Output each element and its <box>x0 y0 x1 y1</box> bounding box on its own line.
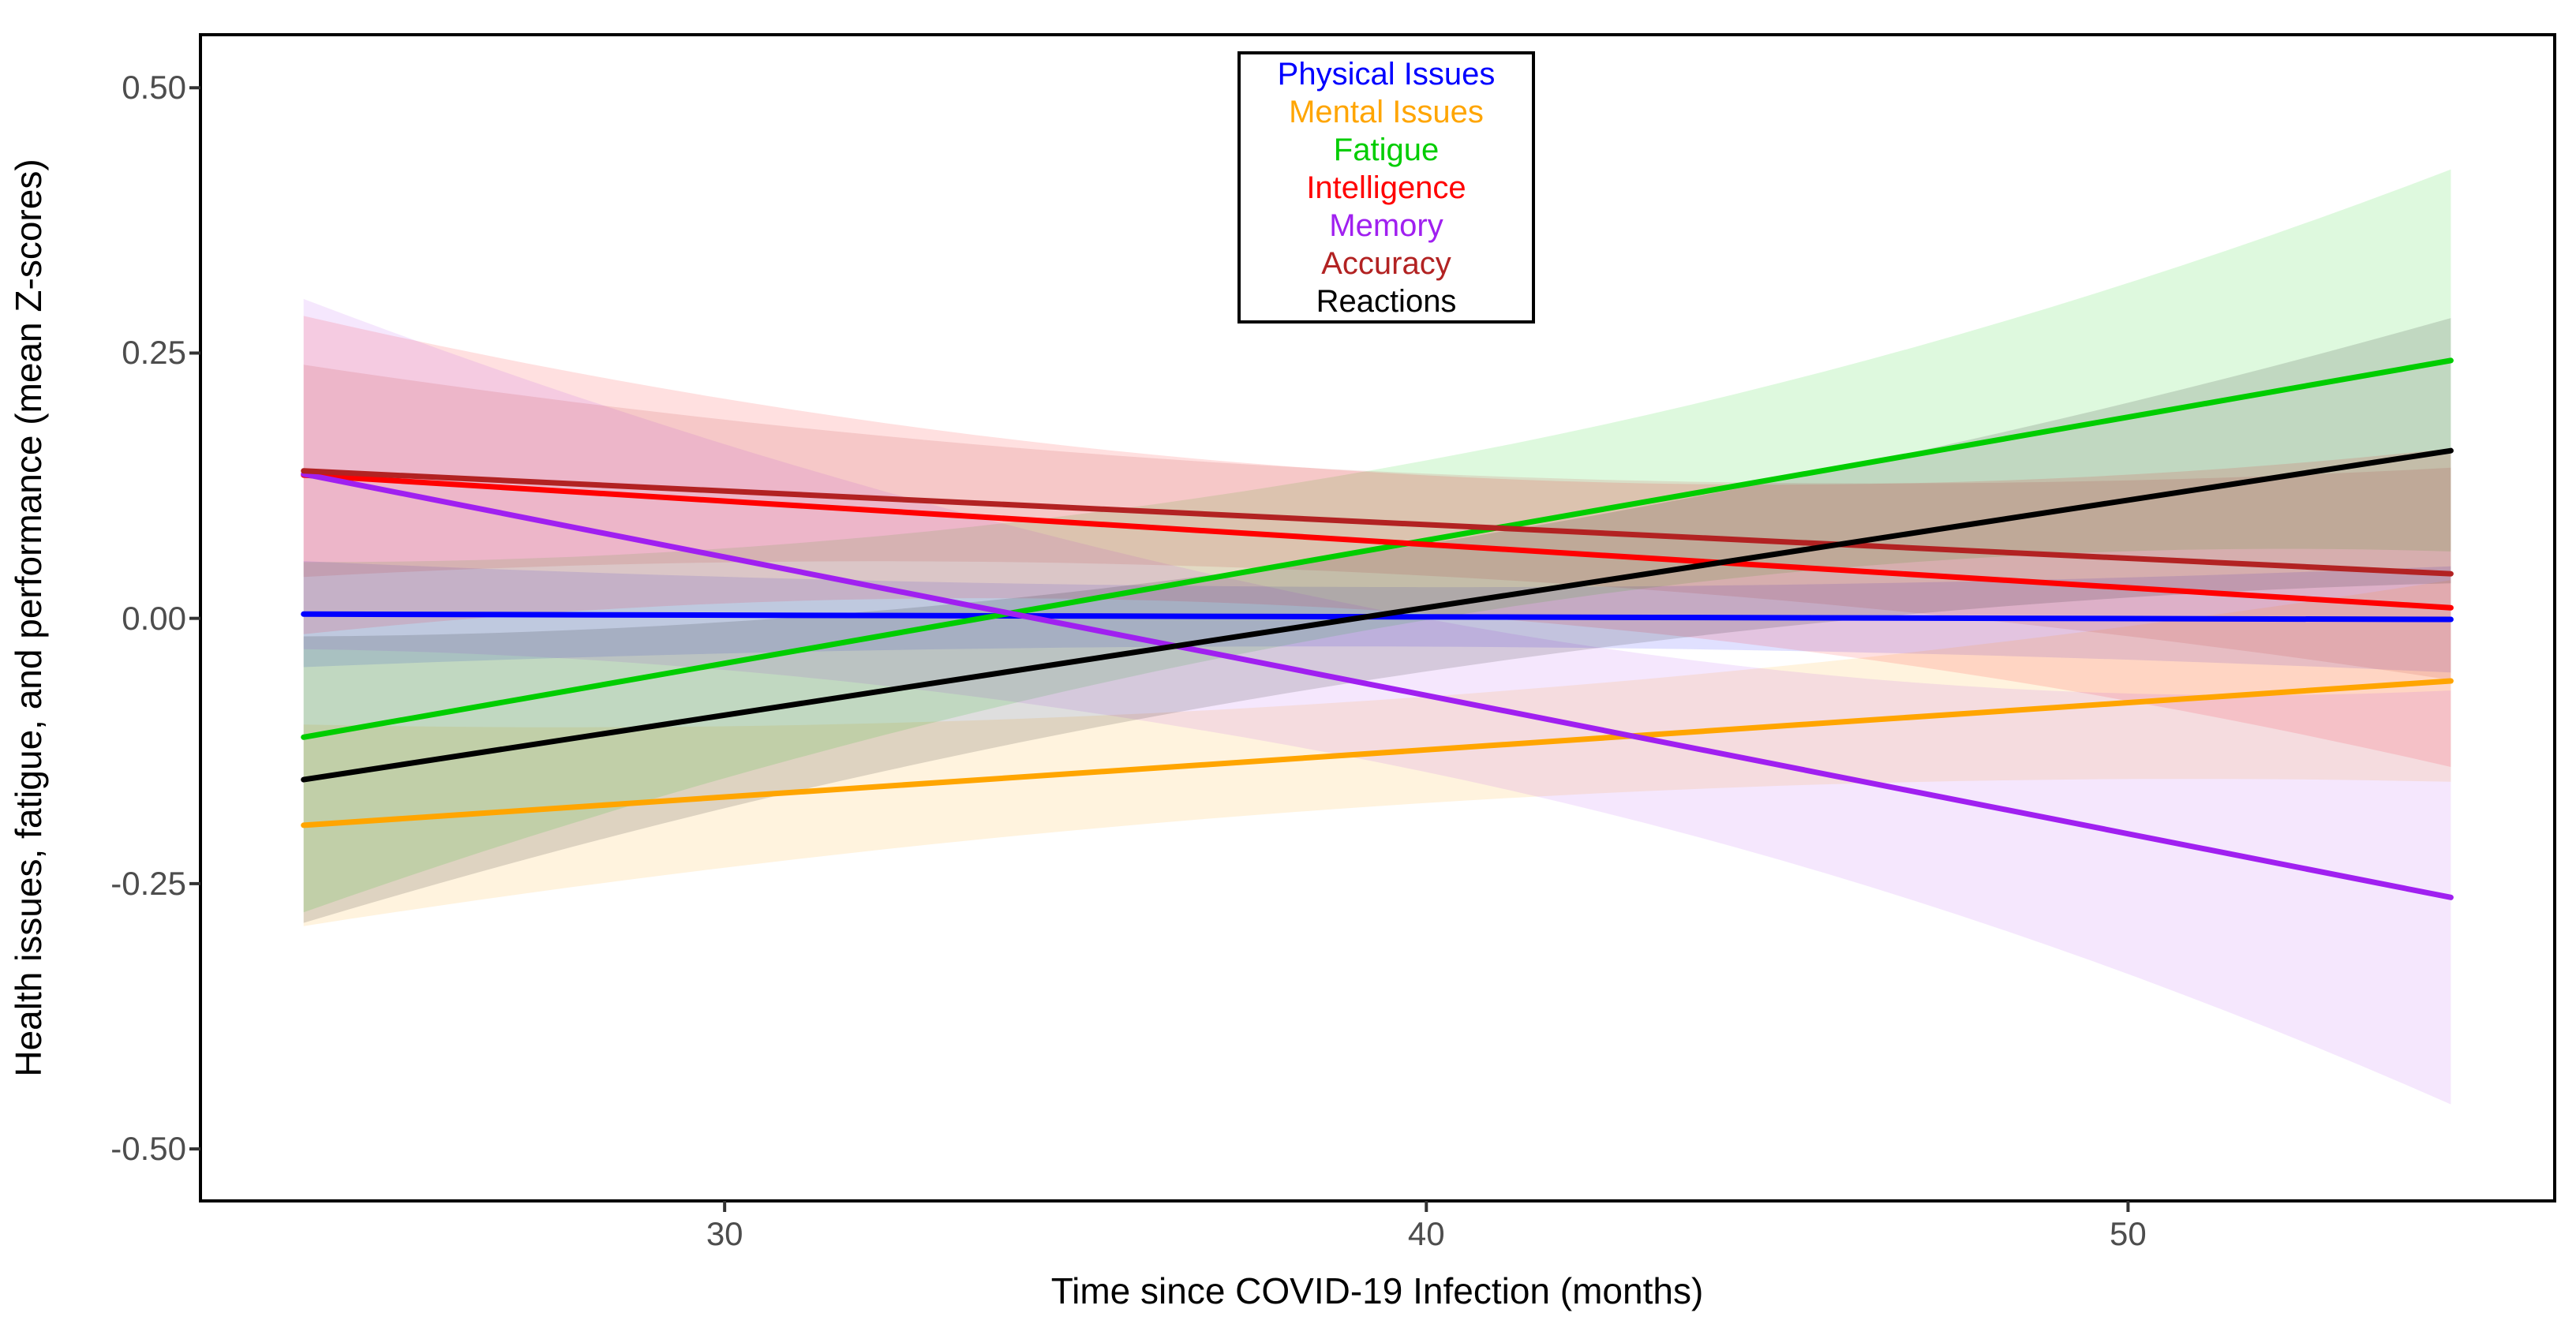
legend-item-accuracy: Accuracy <box>1321 245 1451 281</box>
x-tick-label-30: 30 <box>706 1215 743 1252</box>
legend-item-fatigue: Fatigue <box>1333 132 1440 167</box>
ci-ribbon-memory <box>303 298 2451 1105</box>
trend-line-intelligence <box>301 472 2454 611</box>
y-axis-title: Health issues, fatigue, and performance … <box>8 159 49 1077</box>
legend-item-reactions: Reactions <box>1316 283 1457 319</box>
x-tick-label-40: 40 <box>1407 1215 1445 1252</box>
x-axis-title: Time since COVID-19 Infection (months) <box>1050 1270 1704 1311</box>
trend-line-mental-issues <box>301 678 2454 828</box>
ci-ribbon-reactions <box>303 318 2451 923</box>
legend-item-mental-issues: Mental Issues <box>1289 94 1484 129</box>
trend-line-memory <box>301 471 2454 900</box>
y-tick-label-0.00: 0.00 <box>122 599 186 637</box>
y-tick-label--0.25: -0.25 <box>110 864 186 902</box>
y-tick-label--0.50: -0.50 <box>110 1130 186 1168</box>
legend-item-intelligence: Intelligence <box>1306 170 1466 205</box>
legend: Physical Issues Mental Issues Fatigue Intel… <box>1237 51 1535 324</box>
trend-line-accuracy <box>301 468 2454 577</box>
y-tick-label-0.50: 0.50 <box>122 69 186 107</box>
trend-line-fatigue <box>301 357 2454 740</box>
legend-item-memory: Memory <box>1329 208 1443 243</box>
legend-item-physical-issues: Physical Issues <box>1277 56 1496 92</box>
x-tick-label-50: 50 <box>2110 1215 2147 1252</box>
y-tick-label-0.25: 0.25 <box>122 334 186 372</box>
trend-line-reactions <box>301 447 2454 783</box>
